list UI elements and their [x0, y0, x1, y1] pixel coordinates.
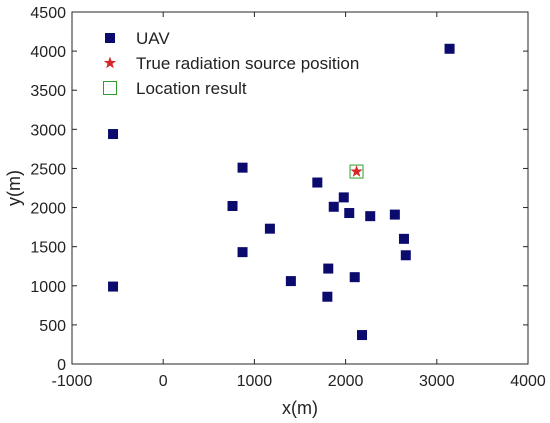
- uav-point: [398, 233, 409, 244]
- x-tick-label: 0: [159, 373, 168, 390]
- uav-point: [237, 247, 248, 258]
- y-axis-title: y(m): [4, 170, 24, 206]
- y-tick-label: 2500: [30, 161, 66, 178]
- x-tick-label: 3000: [419, 373, 455, 390]
- legend-uav-label: UAV: [136, 29, 170, 48]
- uav-point: [227, 200, 238, 211]
- uav-point: [357, 330, 368, 341]
- y-tick-label: 0: [57, 357, 66, 374]
- y-tick-label: 4500: [30, 5, 66, 22]
- x-axis-title: x(m): [282, 398, 318, 418]
- legend-location-result-label: Location result: [136, 79, 247, 98]
- uav-point: [444, 43, 455, 54]
- plot-frame: [71, 11, 529, 365]
- y-tick-label: 1000: [30, 279, 66, 296]
- true-source-point: [350, 165, 363, 177]
- legend-true-source-marker: [103, 56, 117, 69]
- uav-point: [344, 208, 355, 219]
- y-tick-label: 3500: [30, 83, 66, 100]
- x-tick-label: 4000: [510, 373, 546, 390]
- uav-point: [237, 162, 248, 173]
- uav-point: [328, 201, 339, 212]
- uav-point: [108, 129, 119, 140]
- y-tick-label: 4000: [30, 44, 66, 61]
- legend-true-source-label: True radiation source position: [136, 54, 359, 73]
- x-tick-label: 2000: [328, 373, 364, 390]
- uav-point: [400, 250, 411, 261]
- y-tick-label: 500: [39, 318, 66, 335]
- location-result-point: [349, 164, 364, 179]
- uav-point: [312, 177, 323, 188]
- legend-location-result-marker: [103, 81, 117, 95]
- legend-uav-marker: [105, 33, 115, 43]
- uav-point: [322, 291, 333, 302]
- uav-point: [389, 209, 400, 220]
- x-tick-label: -1000: [52, 373, 93, 390]
- uav-point: [323, 263, 334, 274]
- y-tick-label: 1500: [30, 240, 66, 257]
- uav-point: [338, 192, 349, 203]
- uav-point: [285, 276, 296, 287]
- x-tick-label: 1000: [237, 373, 273, 390]
- uav-point: [365, 211, 376, 222]
- y-tick-label: 3000: [30, 122, 66, 139]
- uav-point: [108, 281, 119, 292]
- uav-point: [349, 272, 360, 283]
- y-tick-label: 2000: [30, 201, 66, 218]
- uav-point: [264, 223, 275, 234]
